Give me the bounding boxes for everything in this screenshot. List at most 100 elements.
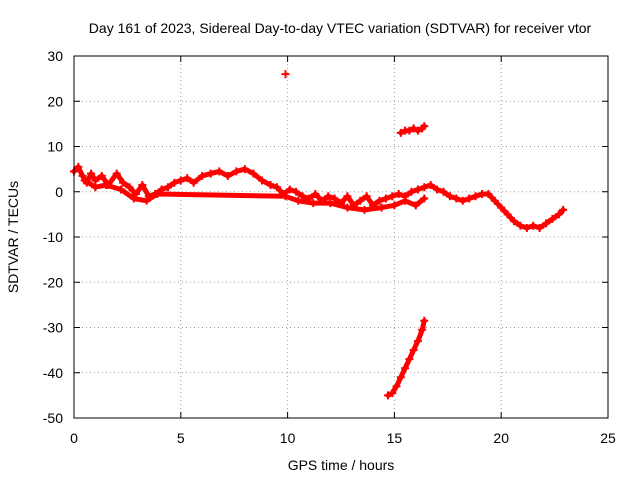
- data-point: [554, 210, 563, 219]
- data-point: [420, 122, 429, 131]
- data-point: [535, 223, 544, 232]
- data-point: [183, 174, 192, 183]
- data-point: [119, 178, 128, 187]
- y-axis-title: SDTVAR / TECUs: [5, 181, 21, 293]
- data-point: [516, 221, 525, 230]
- data-point: [409, 124, 418, 133]
- x-axis-title: GPS time / hours: [288, 457, 395, 473]
- data-point: [138, 180, 147, 189]
- data-point: [411, 201, 420, 210]
- data-point: [356, 196, 365, 205]
- y-axis: -50 -40 -30 -20 -10 0 10 20 30: [43, 48, 608, 426]
- data-point: [343, 192, 352, 201]
- series-layer: [70, 70, 568, 400]
- data-point: [418, 325, 427, 334]
- data-point: [80, 176, 89, 185]
- grid-layer: [74, 56, 608, 418]
- y-tick-label: -50: [43, 410, 63, 426]
- chart-title: Day 161 of 2023, Sidereal Day-to-day VTE…: [89, 20, 592, 36]
- data-point: [249, 169, 258, 178]
- data-point: [465, 194, 474, 203]
- x-tick-label: 5: [177, 430, 185, 446]
- data-point: [343, 203, 352, 212]
- data-point: [170, 178, 179, 187]
- series-line: [385, 318, 427, 398]
- data-point: [445, 192, 454, 201]
- data-point: [503, 210, 512, 219]
- data-point: [401, 196, 410, 205]
- series-3: [396, 122, 429, 137]
- data-point: [401, 364, 410, 373]
- data-point: [232, 167, 241, 176]
- data-point: [471, 192, 480, 201]
- data-point: [272, 183, 281, 192]
- y-tick-label: 10: [47, 139, 63, 155]
- y-tick-label: -20: [43, 274, 63, 290]
- data-point: [426, 180, 435, 189]
- data-point: [326, 199, 335, 208]
- data-point: [74, 162, 83, 171]
- y-tick-label: 20: [47, 93, 63, 109]
- data-point: [91, 176, 100, 185]
- data-point: [375, 196, 384, 205]
- y-tick-label: -10: [43, 229, 63, 245]
- data-point: [396, 128, 405, 137]
- data-point: [413, 185, 422, 194]
- data-point: [390, 201, 399, 210]
- y-tick-label: -40: [43, 365, 63, 381]
- x-tick-label: 25: [600, 430, 616, 446]
- y-tick-label: 0: [55, 184, 63, 200]
- data-point: [240, 165, 249, 174]
- data-point: [309, 199, 318, 208]
- data-point: [257, 176, 266, 185]
- data-point: [394, 190, 403, 199]
- data-point: [116, 185, 125, 194]
- data-point: [388, 192, 397, 201]
- series-2: [383, 316, 429, 400]
- data-point: [559, 205, 568, 214]
- data-point: [522, 223, 531, 232]
- data-point: [324, 192, 333, 201]
- data-point: [311, 190, 320, 199]
- data-point: [91, 183, 100, 192]
- series-1: [80, 176, 429, 214]
- data-point: [420, 316, 429, 325]
- data-point: [542, 219, 551, 228]
- data-point: [405, 355, 414, 364]
- plot-frame: [73, 55, 609, 419]
- data-point: [381, 194, 390, 203]
- data-point: [420, 194, 429, 203]
- data-point: [529, 221, 538, 230]
- data-point: [439, 187, 448, 196]
- data-point: [405, 126, 414, 135]
- x-tick-label: 10: [280, 430, 296, 446]
- data-point: [383, 391, 392, 400]
- data-point: [409, 346, 418, 355]
- data-point: [223, 171, 232, 180]
- data-point: [407, 187, 416, 196]
- data-point: [420, 183, 429, 192]
- data-point: [510, 217, 519, 226]
- data-point: [125, 183, 134, 192]
- data-point: [452, 194, 461, 203]
- data-point: [490, 196, 499, 205]
- x-tick-label: 15: [387, 430, 403, 446]
- data-point: [433, 185, 442, 194]
- data-point: [294, 196, 303, 205]
- data-point: [458, 196, 467, 205]
- data-point: [413, 337, 422, 346]
- data-point: [377, 203, 386, 212]
- data-point: [129, 194, 138, 203]
- data-point: [413, 126, 422, 135]
- x-tick-label: 20: [493, 430, 509, 446]
- data-point: [392, 382, 401, 391]
- data-point: [548, 214, 557, 223]
- series-4: [281, 70, 290, 79]
- data-point: [362, 192, 371, 201]
- y-tick-label: -30: [43, 320, 63, 336]
- data-point: [266, 180, 275, 189]
- data-point: [396, 373, 405, 382]
- data-point: [206, 169, 215, 178]
